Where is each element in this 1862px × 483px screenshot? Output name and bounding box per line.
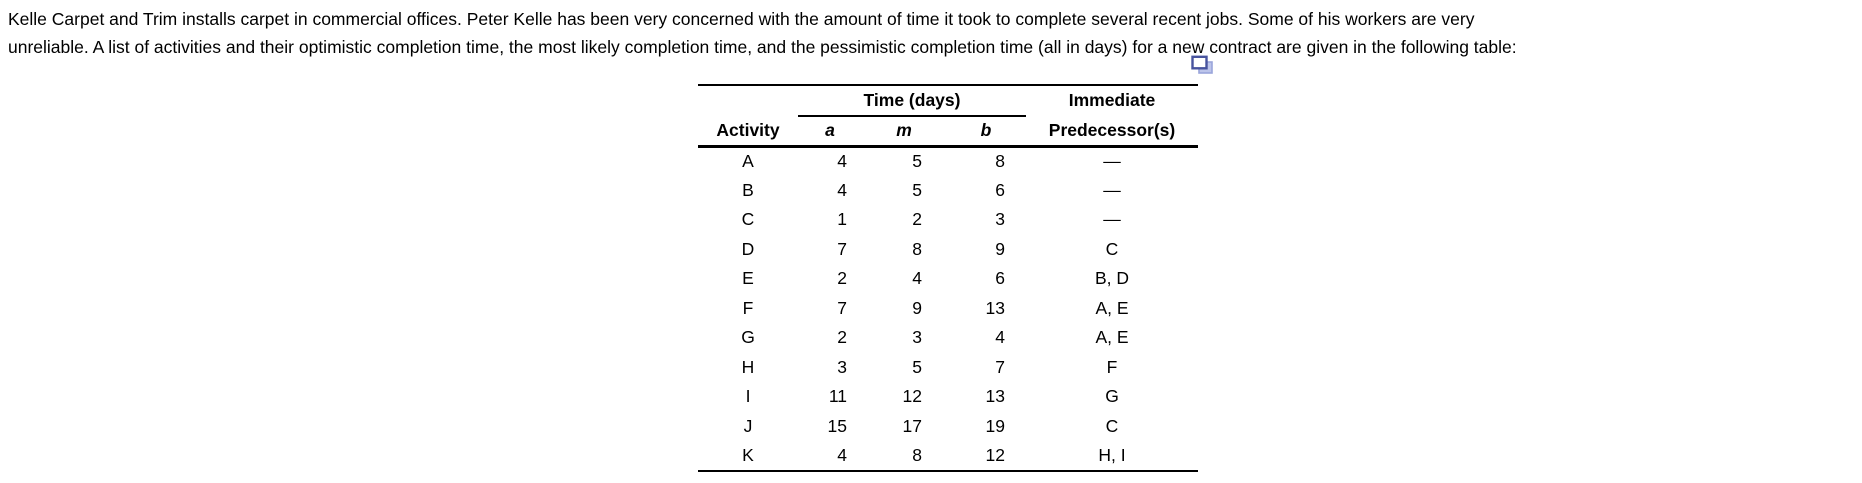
problem-statement: Kelle Carpet and Trim installs carpet in…: [8, 5, 1517, 61]
table-body: A 4 5 8 — B 4 5 6 — C 1 2 3 — D 7 8 9 C: [698, 146, 1198, 471]
cell-a: 4: [837, 444, 847, 465]
cell-predecessor: C: [1105, 415, 1119, 436]
table-row-G: G 2 3 4 A, E: [698, 323, 1198, 353]
cell-a: 4: [837, 150, 847, 171]
cell-a: 7: [837, 297, 847, 318]
col-header-b: b: [946, 116, 1026, 148]
col-header-predecessors: Predecessor(s): [1026, 116, 1198, 148]
immediate-header: Immediate: [1068, 90, 1156, 111]
cell-m: 5: [912, 150, 922, 171]
cell-b: 4: [995, 327, 1005, 347]
problem-text-line2: unreliable. A list of activities and the…: [8, 37, 1517, 57]
cell-predecessor: —: [1103, 179, 1121, 200]
table-group-header-row: Time (days) Immediate: [698, 85, 1198, 117]
cell-m: 17: [902, 415, 922, 436]
cell-predecessor: C: [1105, 238, 1119, 259]
cell-b: 12: [985, 444, 1005, 465]
cell-activity: K: [742, 444, 754, 465]
cell-b: 9: [995, 238, 1005, 259]
table-row-C: C 1 2 3 —: [698, 205, 1198, 235]
cell-a: 7: [837, 238, 847, 259]
cell-m: 3: [912, 327, 922, 347]
cell-b: 7: [995, 356, 1005, 377]
cell-a: 1: [837, 209, 847, 229]
cell-predecessor: A, E: [1095, 297, 1129, 318]
cell-m: 4: [912, 268, 922, 288]
cell-b: 13: [985, 297, 1005, 318]
table-row-I: I 11 12 13 G: [698, 382, 1198, 412]
cell-a: 2: [837, 327, 847, 347]
cell-m: 12: [902, 386, 922, 406]
table-row-D: D 7 8 9 C: [698, 235, 1198, 265]
cell-b: 6: [995, 179, 1005, 200]
table-row-A: A 4 5 8 —: [698, 146, 1198, 176]
cell-predecessor: G: [1105, 386, 1119, 406]
cell-b: 8: [995, 150, 1005, 171]
cell-a: 15: [827, 415, 847, 436]
problem-text-line1: Kelle Carpet and Trim installs carpet in…: [8, 9, 1475, 29]
blank-header-cell: [698, 85, 798, 116]
table-row-F: F 7 9 13 A, E: [698, 294, 1198, 324]
cell-activity: G: [741, 327, 755, 347]
cell-b: 19: [985, 415, 1005, 436]
cell-predecessor: F: [1106, 356, 1118, 377]
table-row-J: J 15 17 19 C: [698, 412, 1198, 442]
time-days-header: Time (days): [798, 85, 1026, 117]
cell-activity: B: [742, 179, 754, 200]
cell-predecessor: B, D: [1094, 268, 1130, 288]
cell-b: 13: [985, 386, 1005, 406]
cell-activity: C: [741, 209, 755, 229]
table-row-B: B 4 5 6 —: [698, 176, 1198, 206]
cell-activity: F: [742, 297, 754, 318]
col-header-a: a: [798, 116, 862, 148]
cell-activity: H: [741, 356, 755, 377]
cell-activity: E: [742, 268, 754, 288]
cell-activity: A: [742, 150, 754, 171]
cell-m: 2: [912, 209, 922, 229]
table-row-E: E 2 4 6 B, D: [698, 264, 1198, 294]
cell-a: 2: [837, 268, 847, 288]
cell-m: 9: [912, 297, 922, 318]
cell-predecessor: H, I: [1098, 444, 1126, 465]
cell-activity: J: [743, 415, 753, 436]
col-header-activity: Activity: [698, 116, 798, 148]
table-row-H: H 3 5 7 F: [698, 353, 1198, 383]
copy-icon-front-rect: [1191, 55, 1208, 70]
cell-activity: I: [745, 386, 751, 406]
table-row-K: K 4 8 12 H, I: [698, 441, 1198, 471]
cell-b: 3: [995, 209, 1005, 229]
cell-m: 5: [912, 179, 922, 200]
cell-m: 8: [912, 238, 922, 259]
table-column-header-row: Activity a m b Predecessor(s): [698, 116, 1198, 148]
copy-icon[interactable]: [1191, 55, 1214, 76]
cell-a: 11: [828, 386, 847, 406]
cell-b: 6: [995, 268, 1005, 288]
activity-table: Time (days) Immediate Activity a m b Pre…: [698, 84, 1198, 472]
col-header-m: m: [862, 116, 946, 148]
cell-m: 5: [912, 356, 922, 377]
cell-m: 8: [912, 444, 922, 465]
cell-predecessor: —: [1103, 150, 1121, 171]
cell-predecessor: —: [1103, 209, 1121, 229]
cell-activity: D: [741, 238, 755, 259]
cell-a: 4: [837, 179, 847, 200]
cell-predecessor: A, E: [1095, 327, 1129, 347]
cell-a: 3: [837, 356, 847, 377]
